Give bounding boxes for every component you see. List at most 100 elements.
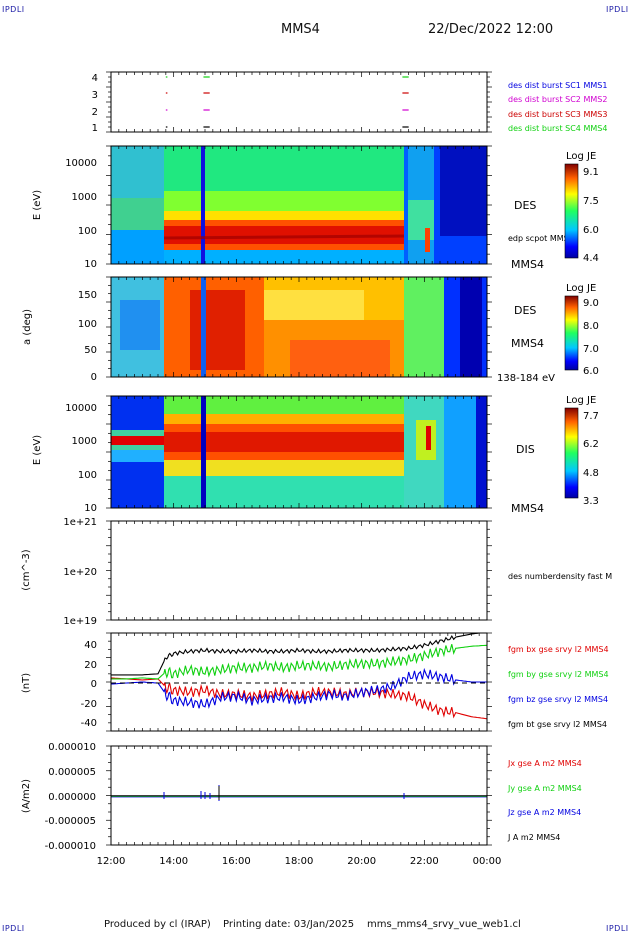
- des-pitch-ylabel: a (deg): [22, 309, 33, 345]
- density-ylabel: (cm^-3): [21, 549, 32, 590]
- dis-cbar-tick-1: 7.7: [583, 411, 599, 422]
- dis-ytick-100: 100: [78, 470, 97, 481]
- current-panel: 0.000010 0.000005 0.000000 -0.000005 -0.…: [21, 742, 582, 852]
- pa-ytick-0: 0: [91, 372, 97, 383]
- fgm-legend-bt: fgm bt gse srvy l2 MMS4: [508, 720, 607, 729]
- dis-energy-ylabel: E (eV): [32, 435, 43, 465]
- dis-energy-spectrogram: [111, 396, 487, 508]
- des-energy-ylabel: E (eV): [32, 190, 43, 220]
- des-pitch-energy-range: 138-184 eV: [497, 373, 555, 384]
- density-frame: [110, 520, 488, 621]
- burst-panel: 4 3 2 1 des dist burst SC1 MMS1 des dist…: [92, 71, 607, 134]
- fgm-ytick-0: 0: [91, 679, 97, 690]
- density-panel: 1e+21 1e+20 1e+19 (cm^-3) des numberdens…: [21, 517, 612, 627]
- dis-cbar-tick-3: 4.8: [583, 468, 599, 479]
- fgm-ylabel: (nT): [21, 673, 32, 693]
- time-axis-label: 14:00: [159, 856, 188, 867]
- current-ytick-5: -0.000010: [45, 841, 96, 852]
- current-legend-jz: Jz gse A m2 MMS4: [507, 808, 581, 817]
- density-ytick-2: 1e+20: [63, 567, 97, 578]
- spacecraft-title: MMS4: [281, 22, 320, 37]
- corner-label-bottom-left: IPDLI: [2, 924, 25, 933]
- burst-ytick-1: 1: [92, 123, 98, 134]
- time-axis: 12:00 14:00 16:00 18:00 20:00 22:00 00:00: [97, 856, 502, 867]
- fgm-ytick-m40: -40: [81, 718, 97, 729]
- pa-ytick-150: 150: [78, 290, 97, 301]
- datetime-title: 22/Dec/2022 12:00: [428, 22, 554, 37]
- des-pitch-spacecraft: MMS4: [511, 337, 544, 350]
- density-ytick-1: 1e+21: [63, 517, 97, 528]
- fgm-bz-line: [111, 667, 487, 710]
- fgm-frame: [110, 632, 488, 732]
- fgm-panel: 40 20 0 -20 -40 (nT) fgm bx gse srvy l2 …: [21, 632, 609, 732]
- dis-energy-instrument: DIS: [516, 443, 535, 456]
- time-axis-label: 22:00: [410, 856, 439, 867]
- fgm-by-line: [111, 644, 487, 680]
- fgm-legend-bx: fgm bx gse srvy l2 MMS4: [508, 645, 609, 654]
- des-energy-spacecraft: MMS4: [511, 258, 544, 271]
- pa-cbar-tick-3: 7.0: [583, 344, 599, 355]
- current-spikes: [163, 785, 405, 801]
- des-pitch-instrument: DES: [514, 304, 536, 317]
- current-ylabel: (A/m2): [21, 779, 32, 813]
- fgm-legend-by: fgm by gse srvy l2 MMS4: [508, 670, 609, 679]
- des-cbar-tick-1: 9.1: [583, 167, 599, 178]
- current-ytick-1: 0.000010: [48, 742, 96, 753]
- burst-legend-2: des dist burst SC2 MMS2: [508, 95, 607, 104]
- des-ytick-100: 100: [78, 226, 97, 237]
- des-energy-spectrogram: [111, 146, 487, 264]
- current-ytick-3: 0.000000: [48, 792, 96, 803]
- des-ytick-10: 10: [84, 259, 97, 270]
- des-pitch-spectrogram: [111, 277, 487, 377]
- des-ytick-10000: 10000: [65, 158, 97, 169]
- des-cbar-tick-2: 7.5: [583, 196, 599, 207]
- current-legend-jx: Jx gse A m2 MMS4: [507, 759, 582, 768]
- pa-cbar-tick-1: 9.0: [583, 298, 599, 309]
- dis-energy-spacecraft: MMS4: [511, 502, 544, 515]
- corner-label-bottom-right: IPDLI: [606, 924, 629, 933]
- pa-ytick-100: 100: [78, 319, 97, 330]
- dis-cbar-tick-2: 6.2: [583, 439, 599, 450]
- density-ytick-3: 1e+19: [63, 616, 97, 627]
- current-ytick-2: 0.000005: [48, 767, 96, 778]
- time-axis-label: 18:00: [285, 856, 314, 867]
- dis-ytick-10: 10: [84, 503, 97, 514]
- burst-ytick-2: 2: [92, 107, 98, 118]
- des-energy-panel: 10000 1000 100 10 E (eV) DES edp scpot M…: [32, 145, 599, 271]
- current-ytick-4: -0.000005: [45, 816, 96, 827]
- des-cbar-tick-3: 6.0: [583, 225, 599, 236]
- fgm-ytick-40: 40: [84, 640, 97, 651]
- burst-legend-1: des dist burst SC1 MMS1: [508, 81, 607, 90]
- pa-ytick-50: 50: [84, 345, 97, 356]
- fgm-bt-line: [111, 633, 484, 676]
- dis-cbar-tick-4: 3.3: [583, 496, 599, 507]
- corner-label-top-right: IPDLI: [606, 5, 629, 14]
- burst-legend-4: des dist burst SC4 MMS4: [508, 124, 607, 133]
- dis-energy-colorbar-title: Log JE: [566, 395, 596, 406]
- dis-energy-panel: 10000 1000 100 10 E (eV) DIS MMS4 Log JE…: [32, 395, 599, 515]
- des-energy-instrument: DES: [514, 199, 536, 212]
- burst-frame: [110, 71, 488, 133]
- dis-energy-colorbar: [564, 407, 579, 499]
- burst-legend-3: des dist burst SC3 MMS3: [508, 110, 607, 119]
- pa-cbar-tick-4: 6.0: [583, 366, 599, 377]
- dis-ytick-10000: 10000: [65, 403, 97, 414]
- current-legend-j: J A m2 MMS4: [507, 833, 560, 842]
- time-axis-label: 16:00: [222, 856, 251, 867]
- fgm-bx-line: [111, 677, 487, 720]
- des-cbar-tick-4: 4.4: [583, 253, 599, 264]
- fgm-ytick-m20: -20: [81, 699, 97, 710]
- burst-ytick-3: 3: [92, 90, 98, 101]
- footer-filename: mms_mms4_srvy_vue_web1.cl: [367, 919, 521, 930]
- des-energy-scpot-label: edp scpot MMS4: [508, 234, 574, 243]
- fgm-legend-bz: fgm bz gse srvy l2 MMS4: [508, 695, 608, 704]
- burst-ytick-4: 4: [92, 73, 98, 84]
- time-axis-label: 20:00: [347, 856, 376, 867]
- des-pitch-colorbar-title: Log JE: [566, 283, 596, 294]
- footer-produced-by: Produced by cl (IRAP): [104, 919, 211, 930]
- des-ytick-1000: 1000: [72, 192, 97, 203]
- des-energy-colorbar: [564, 163, 579, 259]
- density-legend: des numberdensity fast M: [508, 572, 612, 581]
- dis-ytick-1000: 1000: [72, 436, 97, 447]
